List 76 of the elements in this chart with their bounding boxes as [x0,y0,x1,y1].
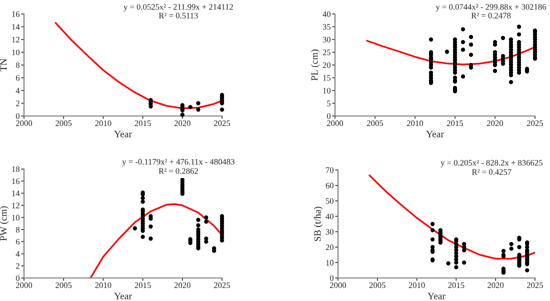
x-tick-label: 2000 [16,282,32,288]
y-tick-label: 15 [323,75,331,81]
y-tick-label: 18 [12,166,20,172]
y-tick-label: 4 [16,88,20,94]
y-tick-label: 16 [12,178,20,184]
x-tick-label: 2020 [174,120,190,126]
x-tick-label: 2025 [214,282,230,288]
y-tick-label: 20 [322,62,331,68]
y-tick-label: 0 [326,113,331,119]
y-tick-label: 2 [16,263,20,269]
x-tick-label: 2015 [134,282,151,288]
y-tick-label: 12 [12,202,20,208]
x-tick-label: 2025 [527,282,544,288]
y-tick-label: 2 [16,100,20,106]
y-tick-label: 10 [12,50,20,56]
y-axis-title: SB (t/ha) [314,206,323,242]
x-tick-label: 2000 [16,120,32,126]
x-tick-label: 2000 [330,282,346,288]
x-tick-label: 2010 [95,282,112,288]
y-tick-label: 12 [12,36,20,42]
x-tick-label: 2020 [487,120,504,126]
x-tick-label: 2015 [134,120,151,126]
x-axis-title: Year [426,130,444,138]
x-tick-label: 2005 [369,282,386,288]
x-axis-title: Year [114,130,132,138]
x-tick-label: 2020 [488,282,504,288]
text: y = 0.0525x² - 211.99x + 214112 [124,4,233,12]
y-tick-label: 40 [322,11,331,17]
y-tick-label: 14 [12,190,20,196]
y-tick-label: 6 [16,239,20,245]
y-axis-title: PL (cm) [310,50,320,81]
annotation: R² = 0.2862 [158,168,198,174]
x-tick-label: 2025 [527,120,544,126]
y-tick-label: 0 [16,275,20,281]
y-tick-label: 30 [326,229,334,235]
annotation: R² = 0.4257 [472,169,512,175]
text: y = 0.0744x² - 299.88x + 302186 [436,4,546,12]
x-tick-label: 2025 [214,120,230,126]
annotation: R² = 0.2478 [471,12,511,18]
text: y = -0.1179x² + 476.11x - 480483 [122,158,234,166]
x-axis-title: Year [114,292,132,300]
y-tick-label: 50 [326,198,334,204]
x-tick-label: 2005 [367,120,384,126]
x-axis-title: Year [428,292,446,300]
y-tick-label: 40 [326,214,334,220]
x-tick-label: 2010 [408,282,425,288]
annotation: R² = 0.5113 [158,12,198,18]
x-tick-label: 2005 [56,120,72,126]
y-tick-label: 8 [16,62,20,68]
x-tick-label: 2005 [56,282,72,288]
y-tick-label: 10 [12,214,20,220]
y-tick-label: 16 [12,11,20,17]
x-tick-label: 2010 [95,120,112,126]
y-tick-label: 70 [326,167,334,173]
x-tick-label: 2000 [327,120,344,126]
y-tick-label: 5 [327,100,331,106]
y-tick-label: 20 [326,244,334,250]
text: y = 0.205x² - 828.2x + 836625 [440,160,542,168]
y-tick-label: 30 [322,36,331,42]
y-tick-label: 60 [326,182,334,188]
x-tick-label: 2020 [174,282,190,288]
y-tick-label: 4 [16,251,20,257]
y-tick-label: 25 [322,50,331,56]
y-tick-label: 35 [322,24,331,30]
y-tick-label: 8 [16,226,20,233]
x-tick-label: 2010 [407,120,424,126]
y-tick-label: 0 [330,275,334,281]
y-axis-title: PW (cm) [0,206,9,241]
y-tick-label: 6 [16,75,20,81]
x-tick-label: 2015 [447,120,464,126]
y-tick-label: 0 [16,113,20,119]
y-tick-label: 14 [12,24,20,30]
y-tick-label: 10 [323,88,331,94]
x-tick-label: 2015 [448,282,464,288]
y-tick-label: 10 [326,260,334,266]
y-axis-title: TN [0,58,7,72]
